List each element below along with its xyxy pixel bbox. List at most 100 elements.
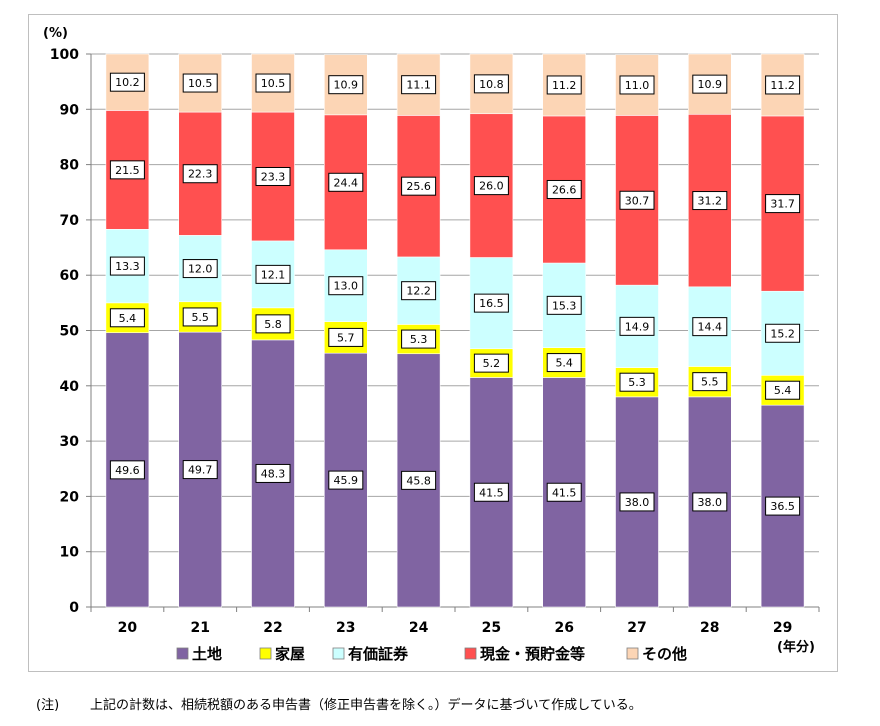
data-label: 21.5 bbox=[109, 160, 145, 180]
data-label: 15.2 bbox=[765, 323, 801, 343]
y-axis-label: (%) bbox=[43, 26, 68, 41]
data-label: 11.2 bbox=[546, 75, 582, 95]
x-axis-label: (年分) bbox=[777, 639, 815, 655]
y-tick-label: 70 bbox=[60, 213, 80, 229]
legend-swatch bbox=[332, 647, 345, 660]
data-label-box bbox=[692, 372, 728, 392]
data-label: 10.9 bbox=[328, 75, 364, 95]
bar-group-24: 45.8 5.3 12.2 25.6 11.1 bbox=[396, 53, 441, 608]
data-label-box bbox=[473, 482, 509, 502]
x-tick-label: 27 bbox=[627, 620, 646, 636]
data-label: 13.0 bbox=[328, 276, 364, 296]
legend-item: 現金・預貯金等 bbox=[464, 645, 585, 663]
data-label-text: 22.3 bbox=[188, 168, 213, 181]
bar-group-25: 41.5 5.2 16.5 26.0 10.8 bbox=[469, 53, 514, 608]
data-label-text: 26.6 bbox=[552, 183, 577, 196]
data-label-box bbox=[473, 293, 509, 313]
data-label: 5.4 bbox=[765, 380, 801, 400]
data-label-text: 5.4 bbox=[119, 312, 136, 325]
data-label-text: 5.7 bbox=[337, 331, 355, 344]
data-label: 5.7 bbox=[328, 327, 364, 347]
data-label-box bbox=[473, 74, 509, 94]
data-label-box bbox=[619, 75, 655, 95]
y-tick-label: 20 bbox=[60, 489, 80, 505]
data-label-box bbox=[619, 316, 655, 336]
data-label: 5.5 bbox=[182, 307, 218, 327]
data-label-text: 11.1 bbox=[406, 79, 431, 92]
data-label: 5.4 bbox=[109, 308, 145, 328]
data-label-text: 21.5 bbox=[115, 164, 139, 177]
x-tick-label: 26 bbox=[554, 620, 573, 636]
data-label: 11.1 bbox=[401, 75, 437, 95]
data-label-box bbox=[328, 276, 364, 296]
data-label: 25.6 bbox=[401, 176, 437, 196]
data-label-text: 15.3 bbox=[552, 299, 577, 312]
data-label-box bbox=[182, 460, 218, 480]
legend: 土地 家屋 有価証券 現金・預貯金等 その他 bbox=[176, 645, 687, 663]
legend-swatch bbox=[259, 647, 272, 660]
bar-group-28: 38.0 5.5 14.4 31.2 10.9 bbox=[687, 53, 732, 608]
data-label-box bbox=[546, 482, 582, 502]
data-label: 10.5 bbox=[182, 73, 218, 93]
data-label-text: 10.5 bbox=[188, 77, 213, 90]
data-label-text: 10.8 bbox=[479, 78, 504, 91]
data-label-text: 10.5 bbox=[261, 77, 286, 90]
data-label: 12.2 bbox=[401, 281, 437, 301]
data-label-box bbox=[182, 259, 218, 279]
data-label-text: 30.7 bbox=[625, 194, 650, 207]
data-label-text: 12.2 bbox=[406, 285, 431, 298]
x-tick-label: 22 bbox=[263, 620, 282, 636]
data-label-box bbox=[255, 264, 291, 284]
data-label: 31.2 bbox=[692, 191, 728, 211]
data-label: 13.3 bbox=[109, 256, 145, 276]
data-label-box bbox=[692, 74, 728, 94]
data-label-box bbox=[619, 492, 655, 512]
y-tick-label: 10 bbox=[60, 545, 80, 561]
data-label: 5.3 bbox=[619, 372, 655, 392]
bar-group-20: 49.6 5.4 13.3 21.5 10.2 bbox=[105, 53, 150, 608]
data-label: 48.3 bbox=[255, 463, 291, 483]
legend-item: その他 bbox=[626, 645, 687, 663]
data-label: 49.7 bbox=[182, 460, 218, 480]
x-tick-label: 23 bbox=[336, 620, 355, 636]
data-label: 16.5 bbox=[473, 293, 509, 313]
legend-swatch bbox=[626, 647, 639, 660]
footnote: (注) 上記の計数は、相続税額のある申告書（修正申告書を除く。）データに基づいて作… bbox=[36, 694, 642, 713]
data-label-box bbox=[765, 323, 801, 343]
data-label-box bbox=[182, 164, 218, 184]
data-label-text: 23.3 bbox=[261, 170, 286, 183]
data-label-text: 5.2 bbox=[483, 357, 501, 370]
data-label-box bbox=[182, 307, 218, 327]
data-label: 12.1 bbox=[255, 264, 291, 284]
data-label-text: 5.5 bbox=[701, 376, 719, 389]
data-label-text: 5.4 bbox=[774, 384, 792, 397]
data-label-box bbox=[546, 295, 582, 315]
data-label-box bbox=[692, 492, 728, 512]
y-tick-label: 60 bbox=[60, 268, 80, 284]
footnote-mark: (注) bbox=[36, 698, 60, 713]
data-label-text: 31.2 bbox=[698, 195, 723, 208]
data-label-box bbox=[765, 380, 801, 400]
data-label-text: 36.5 bbox=[770, 500, 795, 513]
legend-item: 有価証券 bbox=[332, 645, 409, 663]
y-tick-label: 80 bbox=[60, 158, 80, 174]
legend-item: 家屋 bbox=[259, 645, 305, 663]
data-label: 11.2 bbox=[765, 75, 801, 95]
data-label-text: 45.9 bbox=[334, 474, 359, 487]
legend-swatch bbox=[464, 647, 477, 660]
x-axis: 20 21 22 23 24 25 26 27 28 29 bbox=[90, 607, 820, 636]
data-label-box bbox=[473, 353, 509, 373]
bar-group-23: 45.9 5.7 13.0 24.4 10.9 bbox=[323, 54, 368, 608]
data-label-box bbox=[109, 460, 145, 480]
data-label: 14.4 bbox=[692, 317, 728, 337]
data-label: 15.3 bbox=[546, 295, 582, 315]
data-label-box bbox=[619, 372, 655, 392]
data-label-text: 31.7 bbox=[770, 198, 795, 211]
data-label-text: 13.0 bbox=[334, 280, 359, 293]
y-tick-label: 30 bbox=[60, 434, 80, 450]
data-label: 5.2 bbox=[473, 353, 509, 373]
data-label-text: 10.2 bbox=[115, 76, 139, 89]
stacked-bar-chart: 0 10 20 30 40 50 60 70 80 90 100 (%) 49.6 5.4 13.3 21… bbox=[43, 26, 820, 663]
data-label: 10.9 bbox=[692, 74, 728, 94]
x-tick-label: 24 bbox=[409, 620, 429, 636]
